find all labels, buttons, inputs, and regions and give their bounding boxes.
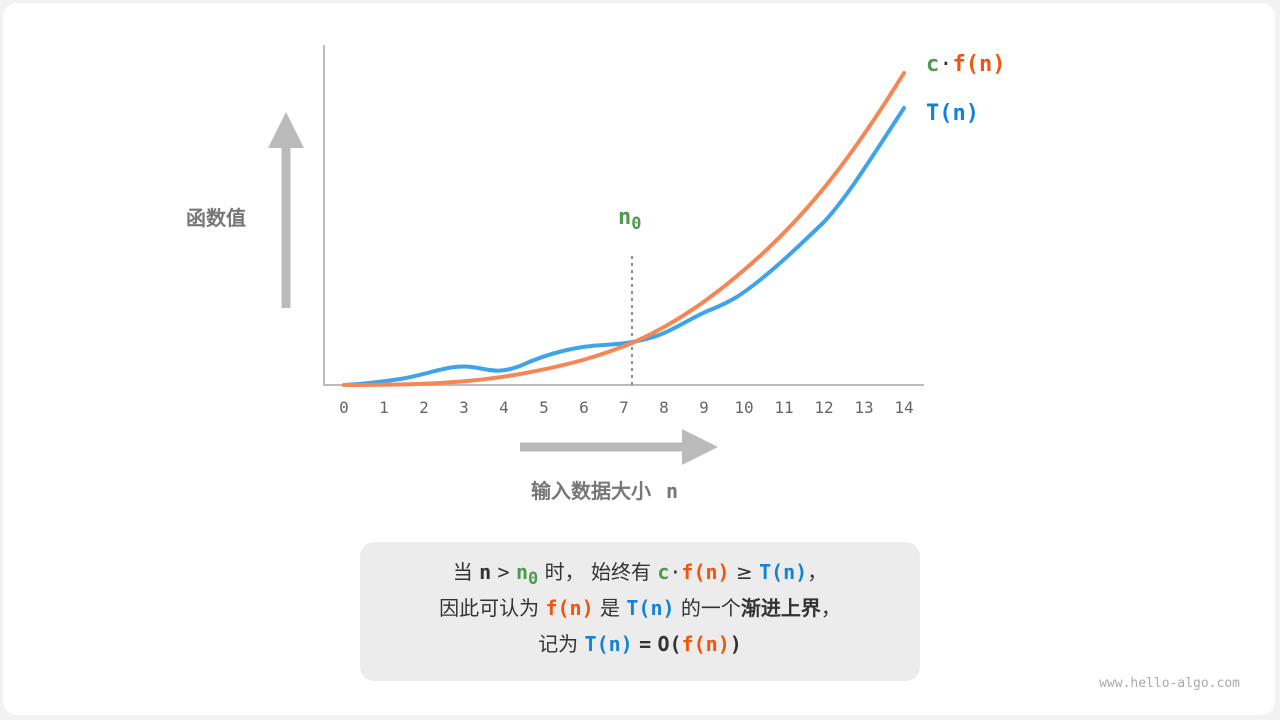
x-tick-label: 3 bbox=[459, 398, 469, 417]
x-axis-label-text: 输入数据大小 bbox=[531, 479, 651, 503]
x-tick-label: 10 bbox=[734, 398, 753, 417]
x-tick-label: 14 bbox=[894, 398, 913, 417]
ge-sign: ≥ bbox=[735, 560, 753, 584]
n0-label: n0 bbox=[618, 205, 642, 233]
comma: ， bbox=[820, 596, 841, 620]
n0-text: n bbox=[618, 205, 632, 230]
t-n: T(n) bbox=[759, 560, 808, 584]
dot: · bbox=[669, 560, 682, 584]
c-f-n-curve bbox=[342, 71, 906, 387]
legend-c: c bbox=[926, 52, 940, 77]
var-n: n bbox=[479, 560, 492, 584]
t-n-curve bbox=[342, 106, 906, 387]
text: 是 bbox=[600, 596, 620, 620]
text: 当 bbox=[452, 560, 473, 584]
text: 时， bbox=[544, 560, 585, 584]
caption-line-1: 当 n > n0 时， 始终有 c·f(n) ≥ T(n)， bbox=[360, 554, 920, 590]
legend-f: f(n) bbox=[952, 52, 1006, 77]
var-n0: n0 bbox=[515, 560, 538, 588]
x-tick-label: 6 bbox=[579, 398, 589, 417]
x-tick-label: 9 bbox=[699, 398, 709, 417]
caption-line-3: 记为 T(n) = O(f(n)) bbox=[360, 626, 920, 662]
x-tick-label: 8 bbox=[659, 398, 669, 417]
legend-t-n: T(n) bbox=[926, 101, 979, 126]
x-tick-label: 0 bbox=[339, 398, 349, 417]
legend-dot: · bbox=[939, 52, 953, 77]
gt-sign: > bbox=[497, 560, 510, 584]
t-n: T(n) bbox=[626, 596, 675, 620]
comma: ， bbox=[807, 560, 828, 584]
n0-subscript: 0 bbox=[631, 214, 642, 234]
close-paren: ) bbox=[729, 632, 742, 656]
f-n: f(n) bbox=[681, 632, 730, 656]
big-o: O( bbox=[657, 632, 682, 656]
x-tick-label: 1 bbox=[379, 398, 389, 417]
text: 因此可认为 bbox=[439, 596, 540, 620]
bold-text: 渐进上界 bbox=[740, 596, 821, 620]
text: 记为 bbox=[538, 632, 579, 656]
text: 始终有 bbox=[590, 560, 651, 584]
x-tick-label: 2 bbox=[419, 398, 429, 417]
x-tick-label: 12 bbox=[814, 398, 833, 417]
watermark: www.hello-algo.com bbox=[1099, 676, 1240, 691]
n0-sub: 0 bbox=[527, 569, 539, 589]
text: 的一个 bbox=[680, 596, 741, 620]
caption-box: 当 n > n0 时， 始终有 c·f(n) ≥ T(n)， 因此可认为 f(n… bbox=[360, 542, 920, 681]
t-n: T(n) bbox=[584, 632, 633, 656]
x-axis-label: 输入数据大小 n bbox=[531, 475, 678, 504]
x-axis-var: n bbox=[665, 479, 679, 503]
f-n: f(n) bbox=[681, 560, 730, 584]
x-tick-label: 13 bbox=[854, 398, 873, 417]
legend-c-f-n: c·f(n) bbox=[926, 52, 1005, 77]
big-o-expr: O(f(n)) bbox=[657, 632, 741, 656]
eq-sign: = bbox=[639, 632, 652, 656]
y-axis-label: 函数值 bbox=[186, 206, 246, 230]
x-tick-label: 5 bbox=[539, 398, 549, 417]
c: c bbox=[657, 560, 670, 584]
f-n: f(n) bbox=[545, 596, 594, 620]
expr-cfn: c·f(n) bbox=[657, 560, 729, 584]
x-tick-label: 7 bbox=[619, 398, 629, 417]
x-tick-label: 4 bbox=[499, 398, 509, 417]
n0-text: n bbox=[515, 560, 528, 584]
x-tick-label: 11 bbox=[774, 398, 793, 417]
caption-line-2: 因此可认为 f(n) 是 T(n) 的一个渐进上界， bbox=[360, 590, 920, 626]
